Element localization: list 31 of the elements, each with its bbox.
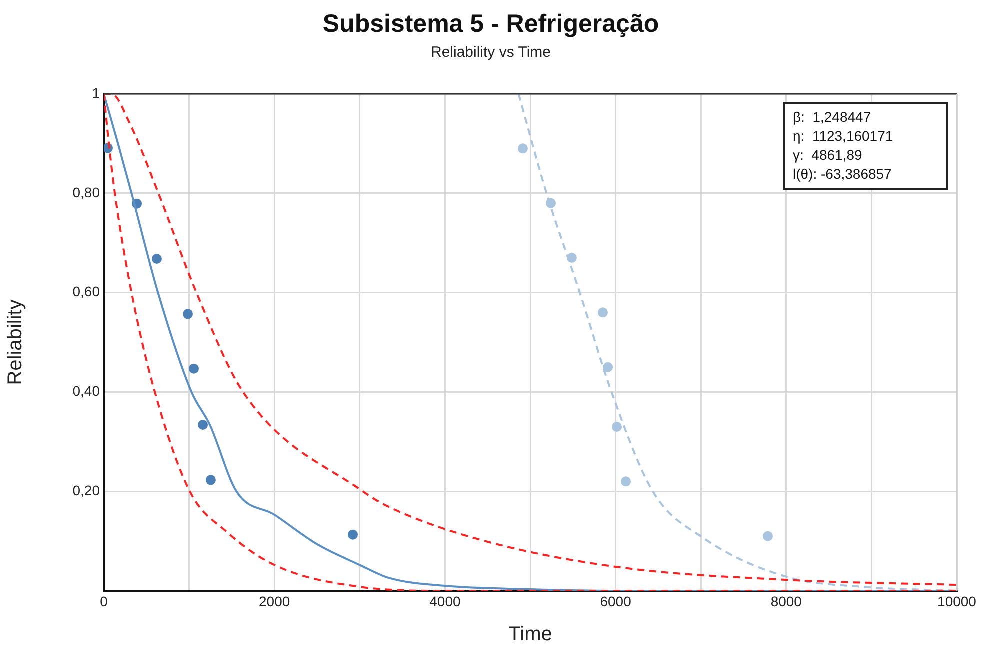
y-tick-label: 1 — [92, 84, 100, 101]
point — [603, 362, 614, 372]
annotation: η: 1123,160171 — [793, 127, 894, 146]
y-tick-label: 0,40 — [72, 383, 100, 400]
point — [206, 475, 216, 486]
x-tick-label: 0 — [100, 593, 108, 610]
y-tick-label: 0,20 — [72, 482, 100, 498]
x-tick-label: 4000 — [430, 593, 461, 610]
point — [518, 144, 528, 154]
point — [198, 420, 208, 430]
point — [762, 531, 773, 542]
y-tick-label: 0,80 — [72, 184, 100, 200]
y-axis-title: Reliability — [4, 300, 27, 386]
chart-title: Subsistema 5 - Refrigeração — [322, 10, 660, 39]
annotation: β: 1,248447 — [793, 108, 872, 127]
point — [348, 530, 358, 540]
x-tick-label: 8000 — [770, 593, 802, 610]
point — [598, 308, 608, 318]
x-axis-title: Time — [508, 624, 552, 646]
chart-subtitle: Reliability vs Time — [430, 44, 552, 61]
point — [188, 364, 199, 374]
annotation: l(θ): -63,386857 — [793, 165, 893, 184]
x-tick-label: 2000 — [259, 593, 290, 610]
point — [152, 254, 162, 264]
y-tick-label: 0,60 — [72, 284, 100, 300]
point — [183, 309, 194, 320]
x-tick-label: 10000 — [938, 593, 977, 610]
annotation: γ: 4861,89 — [793, 146, 864, 165]
point — [621, 476, 632, 487]
point — [612, 422, 622, 432]
x-tick-label: 6000 — [600, 593, 632, 610]
